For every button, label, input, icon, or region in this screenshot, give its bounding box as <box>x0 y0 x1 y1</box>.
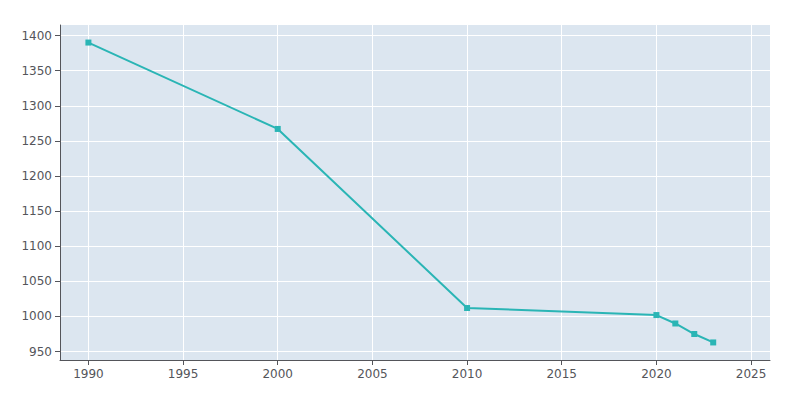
svg-text:1995: 1995 <box>168 367 199 381</box>
svg-text:1350: 1350 <box>21 64 52 78</box>
svg-text:1300: 1300 <box>21 99 52 113</box>
svg-text:2010: 2010 <box>452 367 483 381</box>
svg-text:2025: 2025 <box>736 367 767 381</box>
svg-text:2020: 2020 <box>641 367 672 381</box>
svg-text:1050: 1050 <box>21 274 52 288</box>
svg-text:2015: 2015 <box>546 367 577 381</box>
svg-text:1990: 1990 <box>73 367 104 381</box>
svg-text:1150: 1150 <box>21 204 52 218</box>
svg-text:1100: 1100 <box>21 239 52 253</box>
svg-text:1250: 1250 <box>21 134 52 148</box>
svg-text:1400: 1400 <box>21 29 52 43</box>
svg-text:1200: 1200 <box>21 169 52 183</box>
svg-text:2000: 2000 <box>262 367 293 381</box>
svg-text:1000: 1000 <box>21 309 52 323</box>
svg-text:2005: 2005 <box>357 367 388 381</box>
svg-text:950: 950 <box>29 345 52 359</box>
